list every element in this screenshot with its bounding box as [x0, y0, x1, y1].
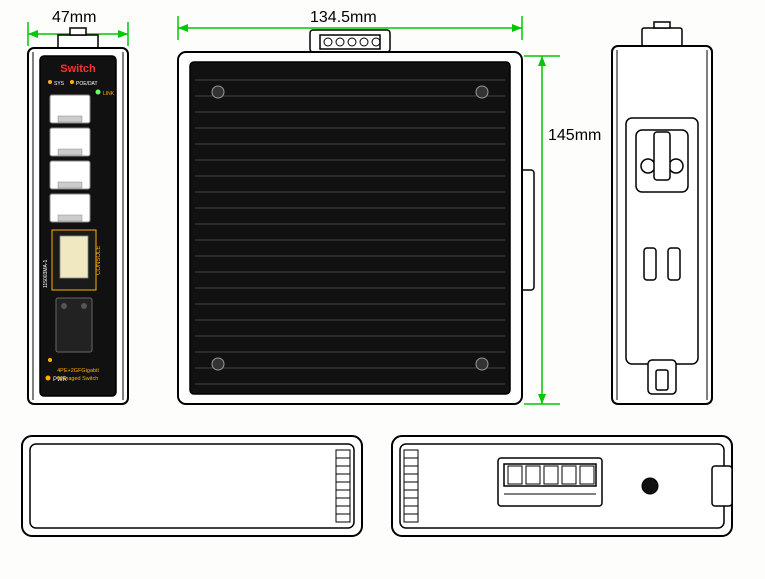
- model-label: 115003MA-1: [43, 260, 49, 288]
- desc-line2: Managed Switch: [58, 376, 99, 382]
- dimension-height-145: 145mm: [524, 56, 601, 404]
- screw-icon: [476, 86, 488, 98]
- console-label: CONSOLE: [96, 246, 102, 275]
- link-label: LINK: [103, 91, 115, 97]
- side-view: [178, 30, 534, 404]
- sfp-slot-1: [60, 236, 88, 278]
- dim-134-label: 134.5mm: [310, 9, 377, 26]
- front-view: Switch SYS POE/DAT LINK CONSOLE 115003MA…: [28, 28, 128, 404]
- ground-screw-icon: [642, 478, 658, 494]
- poedat-label: POE/DAT: [76, 81, 98, 87]
- dim-47-label: 47mm: [52, 9, 96, 26]
- screw-icon: [476, 358, 488, 370]
- brand-label: Switch: [60, 63, 96, 75]
- sys-label: SYS: [54, 81, 65, 87]
- desc-line1: 4PE+2GFGigabit: [57, 368, 99, 374]
- bottom-right-view: [392, 436, 732, 536]
- screw-icon: [212, 86, 224, 98]
- bottom-left-view: [22, 436, 362, 536]
- dim-145-label: 145mm: [548, 127, 601, 144]
- screw-icon: [212, 358, 224, 370]
- back-view: [612, 22, 712, 404]
